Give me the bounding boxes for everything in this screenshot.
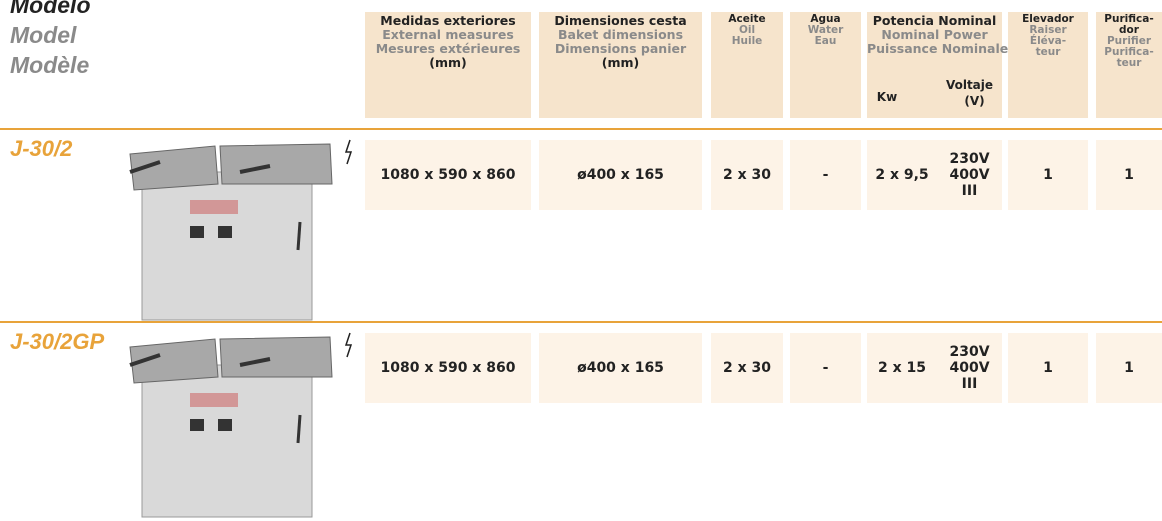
header-text: Eau [814, 35, 837, 47]
cell-text: III [961, 376, 978, 392]
header-text: Mesures extérieures [375, 41, 521, 56]
model-name: J-30/2GP [10, 329, 105, 354]
header-text: Medidas exteriores [380, 13, 516, 28]
header-text: Baket dimensions [557, 27, 684, 42]
fryer-image [129, 139, 353, 321]
cell-content: 2 x 30 [722, 360, 771, 376]
header-unit: (V) [964, 94, 985, 108]
table-cell: - [790, 333, 861, 403]
cell-text: 230V [949, 344, 990, 360]
cell-content: 1 [1043, 360, 1053, 376]
table-cell: 1 [1096, 140, 1162, 210]
cell-text: 230V [949, 151, 990, 167]
table-cell: 2 x 30 [711, 140, 783, 210]
header-text: Raiser [1029, 24, 1067, 36]
table-cell: ø400 x 165 [539, 333, 702, 403]
table-cell: ø400 x 165 [539, 140, 702, 210]
header-unit: (mm) [429, 55, 467, 70]
divider [0, 128, 1162, 130]
table-cell: 2 x 9,5 [867, 140, 1002, 210]
cell-content: 2 x 30 [722, 167, 771, 183]
model-name: J-30/2 [10, 136, 73, 161]
header-text: Dimensions panier [554, 41, 687, 56]
cell-text: 400V [949, 360, 990, 376]
column-header: Elevador Raiser Éléva-teur [1008, 12, 1088, 118]
cell-content: 1080 x 590 x 860 [380, 167, 516, 183]
model-label: Model [10, 22, 77, 48]
cell-content: 2 x 15 [877, 360, 926, 376]
header-text: Elevador [1022, 13, 1074, 25]
column-header: Agua Water Eau [790, 12, 861, 118]
header-text: Éléva- [1029, 35, 1067, 47]
column-header: Potencia Nominal Nominal Power Puissance N… [867, 12, 1009, 118]
header-text: Agua [810, 13, 841, 25]
cell-content: 1 [1124, 360, 1134, 376]
header-text: Purifica- [1104, 46, 1154, 58]
cell-content: - [822, 167, 829, 183]
header-unit: (mm) [601, 55, 640, 70]
cell-content: 1 [1043, 167, 1053, 183]
model-label: Modèle [10, 52, 90, 78]
table-cell: 2 x 30 [711, 333, 783, 403]
table-cell: - [790, 140, 861, 210]
cell-content: 2 x 9,5 [875, 167, 929, 183]
cell-content: 1080 x 590 x 860 [380, 360, 516, 376]
cell-content: ø400 x 165 [577, 360, 664, 376]
header-text: Puissance Nominale [867, 41, 1009, 56]
table-cell: 230V 400V III [937, 140, 1002, 210]
cell-content: ø400 x 165 [577, 167, 664, 183]
column-header: Purifica-dor Purifier Purifica-teur [1096, 12, 1162, 118]
cell-content: - [822, 360, 829, 376]
column-header: Aceite Oil Huile [711, 12, 783, 118]
cell-content: 230V 400V III [937, 140, 1002, 210]
header-text: Oil [738, 24, 756, 36]
fryer-image [129, 332, 353, 518]
header-text: External measures [382, 27, 514, 42]
cell-text: III [961, 183, 978, 199]
table-cell: 1 [1096, 333, 1162, 403]
header-text: teur [1035, 46, 1061, 58]
cell-text: 400V [949, 167, 990, 183]
header-text: Water [807, 24, 844, 36]
table-cell: 1080 x 590 x 860 [365, 140, 531, 210]
header-unit: Voltaje [945, 78, 994, 92]
header-text: dor [1119, 24, 1139, 36]
table-cell: 1080 x 590 x 860 [365, 333, 531, 403]
header-text: Huile [731, 35, 763, 47]
header-unit: Kw [876, 90, 898, 104]
divider [0, 321, 1162, 323]
table-cell: 230V 400V III [937, 333, 1002, 403]
header-text: Purifier [1106, 35, 1152, 47]
header-text: Potencia Nominal [872, 13, 997, 28]
header-text: Aceite [728, 13, 766, 25]
table-cell: 2 x 15 [867, 333, 1002, 403]
header-text: Nominal Power [881, 27, 988, 42]
cell-content: 1 [1124, 167, 1134, 183]
table-cell: 1 [1008, 140, 1088, 210]
header-text: Purifica- [1104, 13, 1154, 25]
header-text: teur [1116, 57, 1142, 69]
model-label: Modelo [10, 0, 91, 18]
table-cell: 1 [1008, 333, 1088, 403]
column-header: Medidas exteriores External measures Mesur… [365, 12, 531, 118]
column-header: Dimensiones cesta Baket dimensions Dimensi… [539, 12, 702, 118]
header-text: Dimensiones cesta [554, 13, 687, 28]
cell-content: 230V 400V III [937, 333, 1002, 403]
